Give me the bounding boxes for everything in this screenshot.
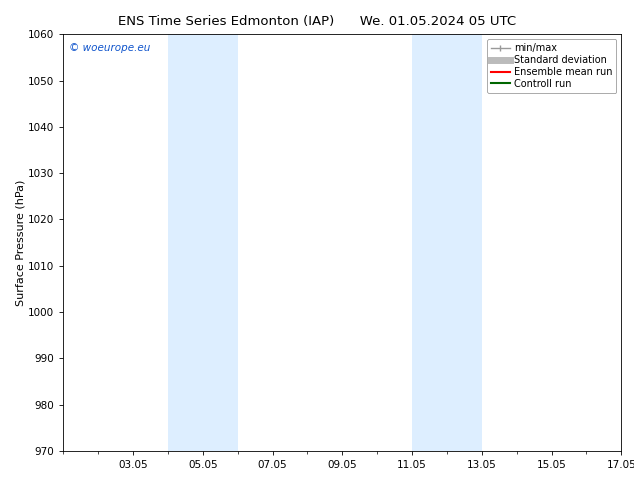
Legend: min/max, Standard deviation, Ensemble mean run, Controll run: min/max, Standard deviation, Ensemble me…	[487, 39, 616, 93]
Y-axis label: Surface Pressure (hPa): Surface Pressure (hPa)	[15, 179, 25, 306]
Text: ENS Time Series Edmonton (IAP)      We. 01.05.2024 05 UTC: ENS Time Series Edmonton (IAP) We. 01.05…	[118, 15, 516, 28]
Bar	[412, 34, 482, 451]
Bar	[168, 34, 238, 451]
Text: © woeurope.eu: © woeurope.eu	[69, 43, 150, 52]
